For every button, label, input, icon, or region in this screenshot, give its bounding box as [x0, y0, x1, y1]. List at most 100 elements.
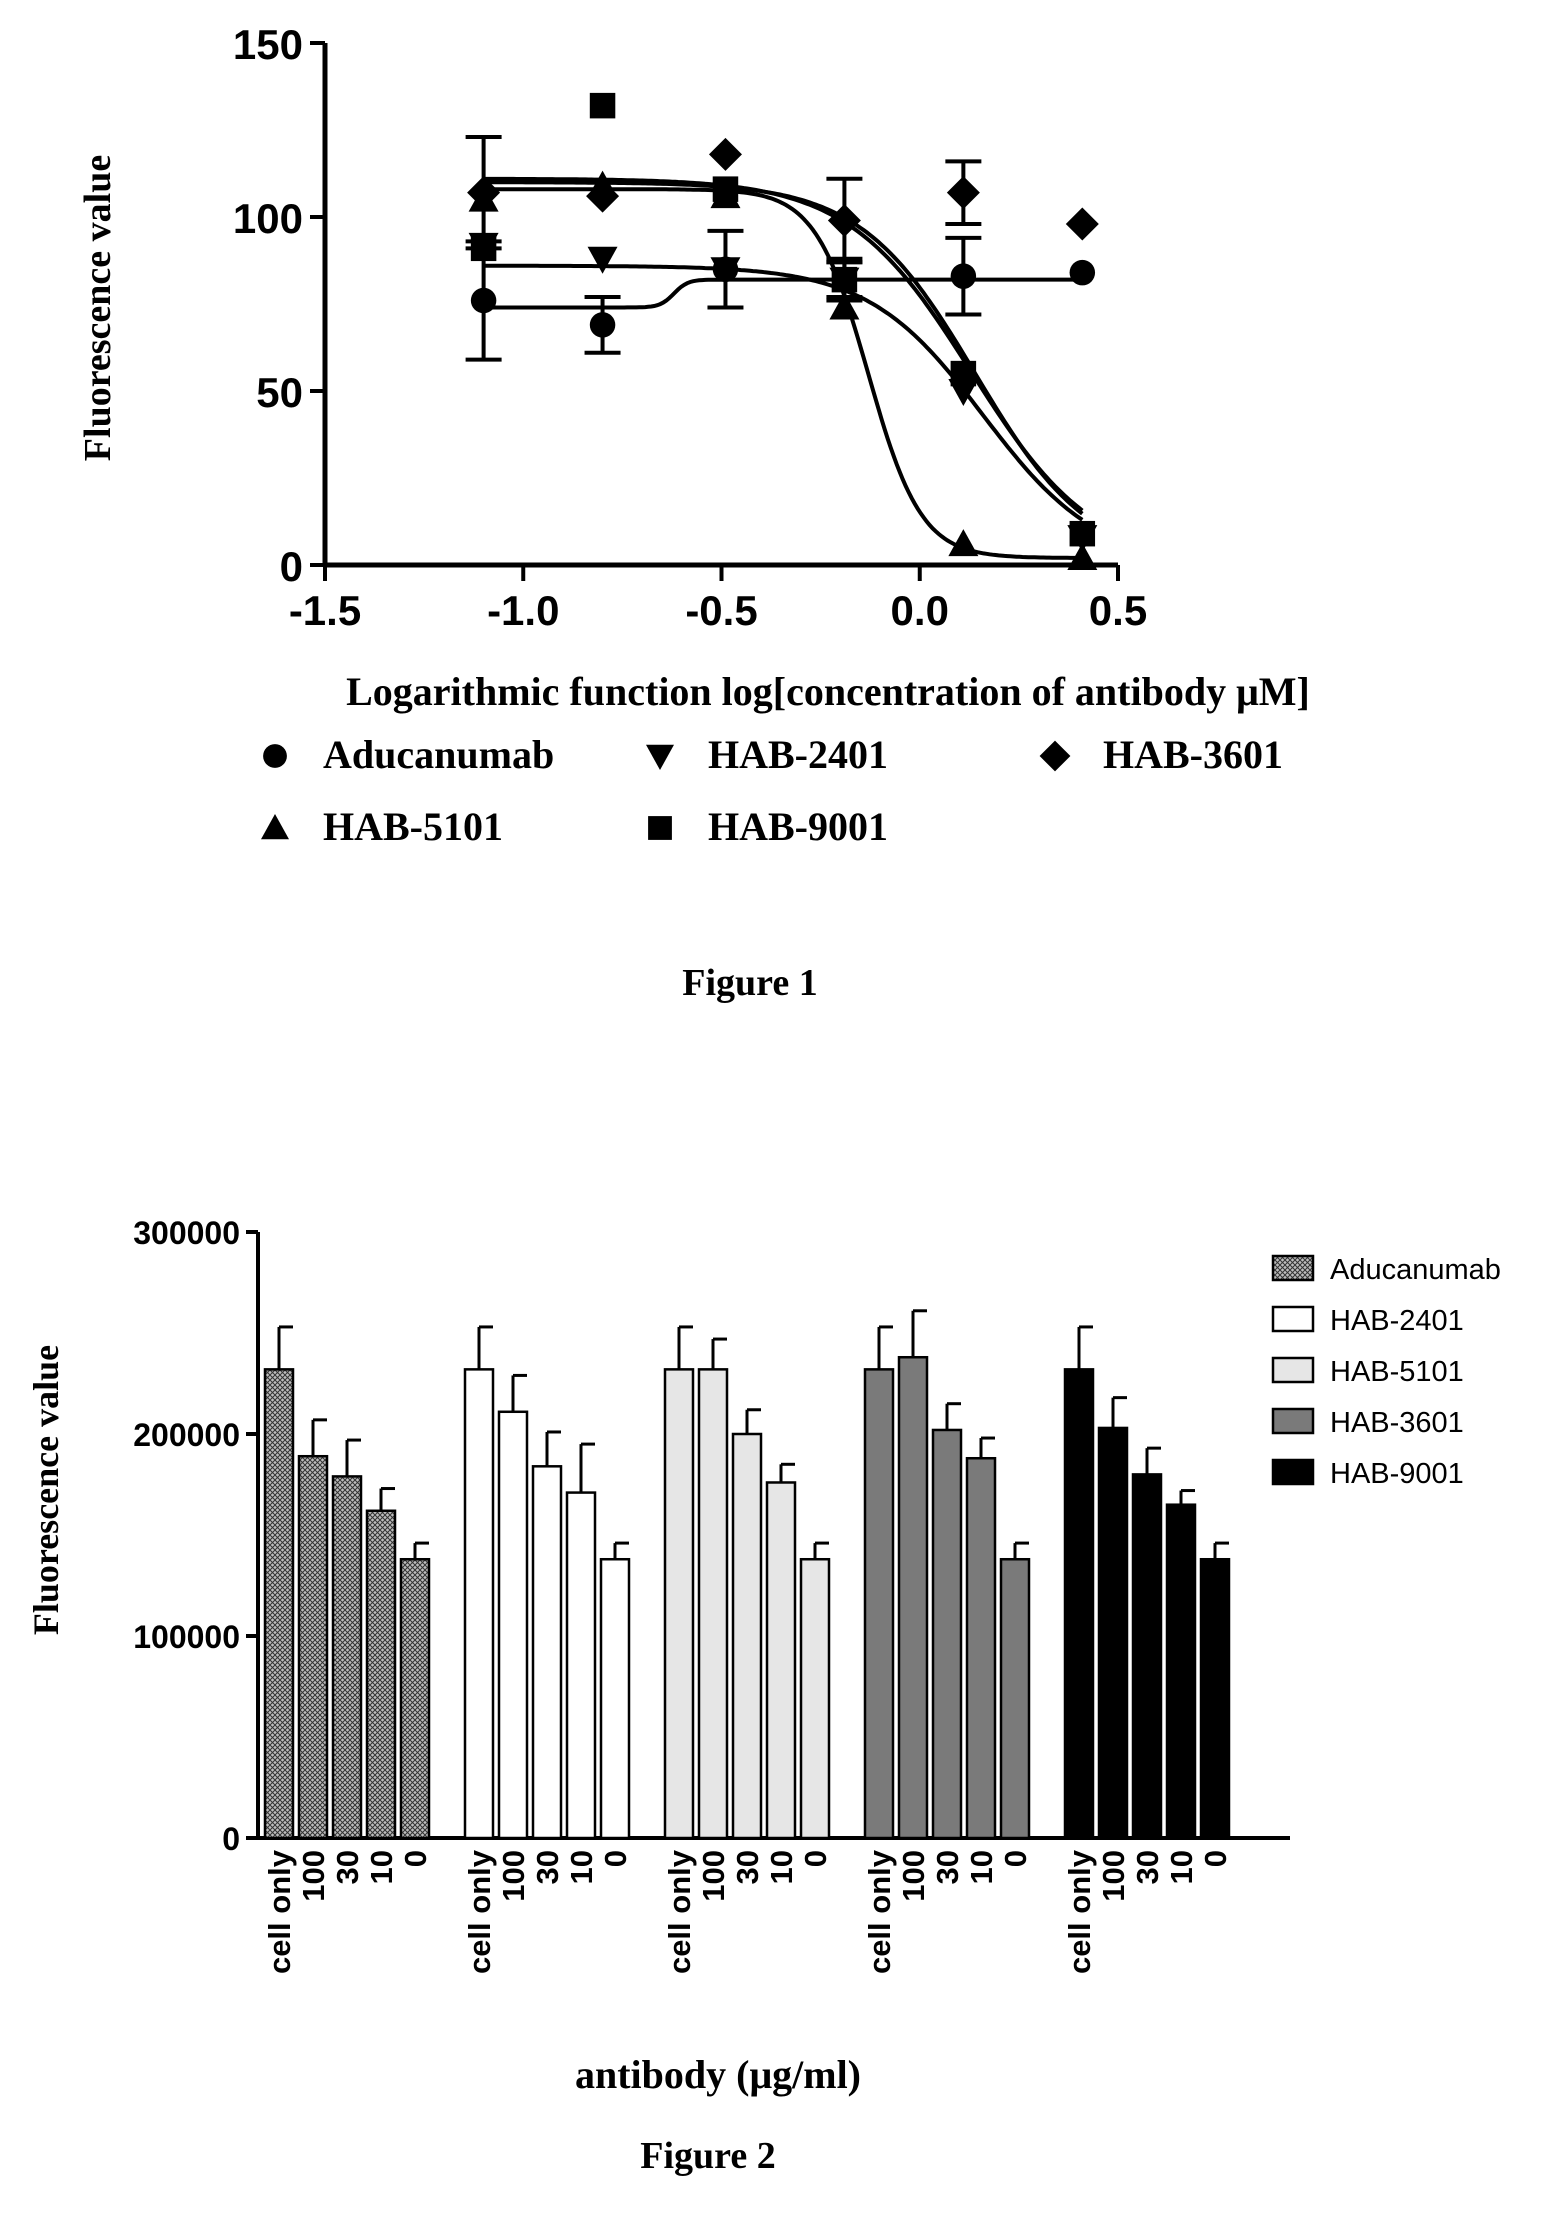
figure-2-bar — [697, 1368, 729, 1840]
figure-2-bars — [263, 1309, 1231, 1840]
figure-2-bar — [365, 1509, 397, 1840]
figure-1-data-point — [946, 176, 980, 210]
figure-2-x-axis-label: antibody (μg/ml) — [575, 2052, 861, 2097]
figure-2-legend-label: HAB-2401 — [1330, 1305, 1464, 1337]
figure-1-y-tick-label: 50 — [256, 369, 303, 416]
figure-1-data-point — [831, 266, 858, 293]
figure-2-bar — [931, 1428, 963, 1840]
figure-2-x-tick-label: cell only — [462, 1849, 497, 1974]
figure-2-legend-swatch — [1271, 1407, 1315, 1435]
figure-2-bar — [999, 1557, 1031, 1840]
figure-1-data-point — [950, 360, 977, 387]
figure-1-y-tick-label: 100 — [233, 195, 303, 242]
figure-1-points — [467, 92, 1099, 571]
figure-2-bar — [331, 1475, 363, 1840]
figure-2-bar — [263, 1368, 295, 1840]
figure-1-data-point — [587, 170, 618, 198]
figure-2-bar — [1165, 1503, 1197, 1840]
figure-1-data-point — [827, 203, 861, 237]
figure-1-legend-label: Aducanumab — [323, 732, 554, 777]
figure-2-bar — [863, 1368, 895, 1840]
figure-2-x-tick-label: cell only — [262, 1849, 297, 1974]
figure-1-fit-curves — [483, 176, 1084, 560]
figure-2-legend-swatch — [1271, 1458, 1315, 1486]
figure-1-data-point — [470, 235, 497, 262]
figure-2-x-tick-label: 100 — [696, 1850, 731, 1902]
figure-2-bar — [1097, 1426, 1129, 1840]
figure-1-x-tick-label: -1.0 — [487, 587, 559, 634]
figure-1-legend-marker — [261, 814, 289, 840]
figure-1-legend-marker — [646, 744, 674, 770]
figure-1-data-point — [948, 529, 979, 557]
figure-1-x-ticks: -1.5 -1.0 -0.5 0.0 0.5 — [289, 565, 1147, 634]
figure-2-bar — [799, 1557, 831, 1840]
figure-1-data-point — [1067, 543, 1098, 571]
figure-2-x-tick-label: 10 — [564, 1850, 599, 1884]
figure-2-bar — [965, 1456, 997, 1840]
figure-2-legend-swatch — [1271, 1305, 1315, 1333]
figure-1-legend-marker — [263, 744, 287, 768]
figure-1-legend-label: HAB-3601 — [1103, 732, 1283, 777]
figure-1-y-tick-label: 0 — [280, 543, 303, 590]
figure-2-bar — [565, 1491, 597, 1840]
figure-1-data-point — [712, 176, 739, 202]
figure-2-x-tick-label: 100 — [496, 1850, 531, 1902]
figure-1-axes — [322, 43, 1118, 568]
figure-2-x-tick-label: cell only — [1062, 1849, 1097, 1974]
figure-1-data-point — [710, 257, 741, 285]
figure-1-data-point — [708, 137, 742, 171]
figure-2-y-tick-label: 100000 — [133, 1619, 240, 1655]
figure-2-legend-label: Aducanumab — [1330, 1254, 1501, 1286]
figure-2-bar — [1131, 1473, 1163, 1840]
figure-2-x-tick-label: 30 — [730, 1850, 765, 1884]
figure-1-fit-curve — [483, 180, 1084, 516]
figure-1-legend-label: HAB-5101 — [323, 804, 503, 849]
figure-1-chart: 0 50 100 150 -1.5 -1.0 -0.5 0.0 0.5 Fluorescenc… — [77, 21, 1310, 1004]
figure-1-x-tick-label: 0.5 — [1089, 587, 1147, 634]
figure-2-bar — [731, 1432, 763, 1840]
figure-2-x-tick-label: 0 — [398, 1850, 433, 1867]
figure-2-x-tick-label: 100 — [896, 1850, 931, 1902]
figure-2-bar — [599, 1557, 631, 1840]
figure-2-x-tick-label: 30 — [930, 1850, 965, 1884]
figure-2-bar — [1199, 1557, 1231, 1840]
figure-2-x-tick-label: cell only — [662, 1849, 697, 1974]
figure-2-legend-swatch — [1271, 1254, 1315, 1282]
figure-2-y-axis-label: Fluorescence value — [26, 1345, 66, 1635]
figure-2-legend-swatch — [1271, 1356, 1315, 1384]
figure-1-x-tick-label: -0.5 — [685, 587, 757, 634]
figure-2-bar — [1063, 1368, 1095, 1840]
figure-2-y-tick-label: 300000 — [133, 1215, 240, 1251]
figure-1-legend-marker — [648, 816, 672, 840]
figure-2-bar — [399, 1557, 431, 1840]
figure-1-x-tick-label: 0.0 — [891, 587, 949, 634]
figure-1-legend-marker — [1039, 740, 1071, 772]
figure-2-y-tick-label: 0 — [222, 1821, 240, 1857]
figure-2-bar — [897, 1355, 929, 1840]
figure-1-data-point — [468, 184, 499, 212]
figure-2-bar — [463, 1368, 495, 1840]
figure-2-x-tick-label: 10 — [964, 1850, 999, 1884]
figure-2-bar — [531, 1465, 563, 1840]
figure-2-x-tick-label: 30 — [1130, 1850, 1165, 1884]
figure-1-data-point — [1069, 520, 1096, 547]
figure-2-x-tick-label: 10 — [364, 1850, 399, 1884]
figure-2-x-tick-label: 10 — [764, 1850, 799, 1884]
figure-2-legend-label: HAB-3601 — [1330, 1407, 1464, 1439]
figure-1-data-point — [589, 312, 616, 338]
figure-2-bar — [497, 1410, 529, 1840]
figure-1-y-tick-label: 150 — [233, 21, 303, 68]
figure-1-y-ticks: 0 50 100 150 — [233, 21, 325, 590]
figure-2-x-tick-label: cell only — [862, 1849, 897, 1974]
figure-2-x-tick-label: 100 — [296, 1850, 331, 1902]
figure-1-data-point — [1069, 259, 1096, 286]
figure-1-fit-curve — [483, 277, 1083, 310]
figure-2-x-tick-label: 30 — [530, 1850, 565, 1884]
figure-2-caption: Figure 2 — [640, 2135, 775, 2177]
figure-2-x-tick-label: 30 — [330, 1850, 365, 1884]
figure-1-fit-curve — [483, 176, 1084, 513]
figure-1-data-point — [829, 292, 860, 320]
